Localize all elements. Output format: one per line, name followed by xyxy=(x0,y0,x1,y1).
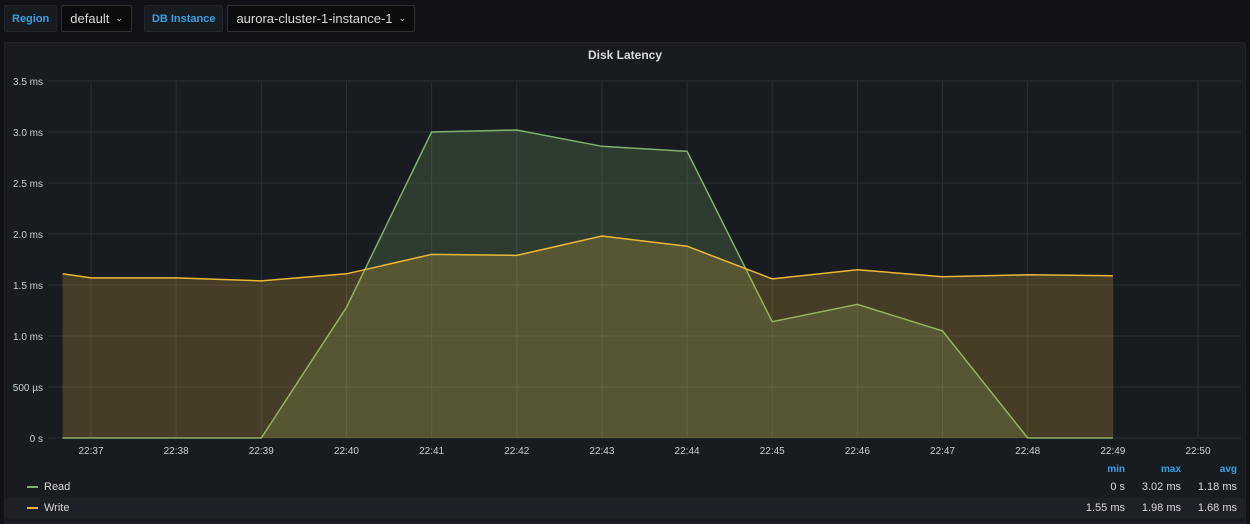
db-instance-select[interactable]: aurora-cluster-1-instance-1 ⌄ xyxy=(227,5,416,32)
y-tick-label-1: 500 µs xyxy=(13,383,43,394)
legend-name-write[interactable]: Write xyxy=(44,502,70,514)
y-tick-label-3: 1.5 ms xyxy=(13,281,43,292)
x-tick-label-6: 22:43 xyxy=(589,446,614,457)
series-area-write xyxy=(62,236,1113,438)
y-tick-label-0: 0 s xyxy=(30,434,43,445)
legend-read-min: 0 s xyxy=(1110,481,1125,493)
x-tick-label-7: 22:44 xyxy=(675,446,700,457)
chevron-down-icon: ⌄ xyxy=(115,13,123,23)
series-line-read xyxy=(62,129,1113,439)
x-tick-label-3: 22:40 xyxy=(334,446,359,457)
y-tick-label-4: 2.0 ms xyxy=(13,230,43,241)
variables-bar: Region default ⌄ DB Instance aurora-clus… xyxy=(4,5,423,32)
x-tick-label-4: 22:41 xyxy=(419,446,444,457)
y-tick-label-2: 1.0 ms xyxy=(13,332,43,343)
legend-header-min[interactable]: min xyxy=(1107,464,1125,475)
legend-swatch-read[interactable] xyxy=(27,486,38,488)
legend-row-write[interactable]: Write 1.55 ms 1.98 ms 1.68 ms xyxy=(5,498,1245,518)
y-tick-label-6: 3.0 ms xyxy=(13,128,43,139)
x-tick-label-11: 22:48 xyxy=(1015,446,1040,457)
x-tick-label-9: 22:46 xyxy=(845,446,870,457)
region-select[interactable]: default ⌄ xyxy=(61,5,132,32)
y-tick-label-5: 2.5 ms xyxy=(13,179,43,190)
legend-write-max: 1.98 ms xyxy=(1141,502,1181,514)
legend-name-read[interactable]: Read xyxy=(44,481,71,493)
legend-swatch-write[interactable] xyxy=(27,507,38,509)
db-instance-label: DB Instance xyxy=(143,5,224,32)
legend-write-avg: 1.68 ms xyxy=(1197,502,1237,514)
legend-read-avg: 1.18 ms xyxy=(1197,481,1237,493)
series-line-write xyxy=(62,235,1113,282)
legend-read-max: 3.02 ms xyxy=(1141,481,1181,493)
x-tick-label-5: 22:42 xyxy=(504,446,529,457)
series-area-read xyxy=(62,130,1113,438)
x-tick-label-12: 22:49 xyxy=(1100,446,1125,457)
disk-latency-panel: Disk Latency 0 s 500 µs 1.0 ms 1.5 ms 2.0 ms… xyxy=(4,42,1246,524)
db-instance-value: aurora-cluster-1-instance-1 xyxy=(236,11,393,26)
panel-title[interactable]: Disk Latency xyxy=(587,48,663,62)
region-label: Region xyxy=(4,5,58,32)
disk-latency-chart[interactable]: 0 s 500 µs 1.0 ms 1.5 ms 2.0 ms 2.5 ms 3.0 ms 3… xyxy=(5,43,1245,463)
x-tick-label-2: 22:39 xyxy=(249,446,274,457)
legend-write-min: 1.55 ms xyxy=(1085,502,1125,514)
x-tick-label-0: 22:37 xyxy=(78,446,103,457)
x-tick-label-10: 22:47 xyxy=(930,446,955,457)
legend-row-read[interactable]: Read 0 s 3.02 ms 1.18 ms xyxy=(5,477,1245,497)
legend-header-max[interactable]: max xyxy=(1160,464,1181,475)
x-tick-label-1: 22:38 xyxy=(164,446,189,457)
legend-header-avg[interactable]: avg xyxy=(1219,464,1237,475)
chevron-down-icon: ⌄ xyxy=(398,13,407,23)
region-value: default xyxy=(70,11,110,26)
y-tick-label-7: 3.5 ms xyxy=(13,77,43,88)
x-tick-label-8: 22:45 xyxy=(760,446,785,457)
x-tick-label-13: 22:50 xyxy=(1185,446,1210,457)
